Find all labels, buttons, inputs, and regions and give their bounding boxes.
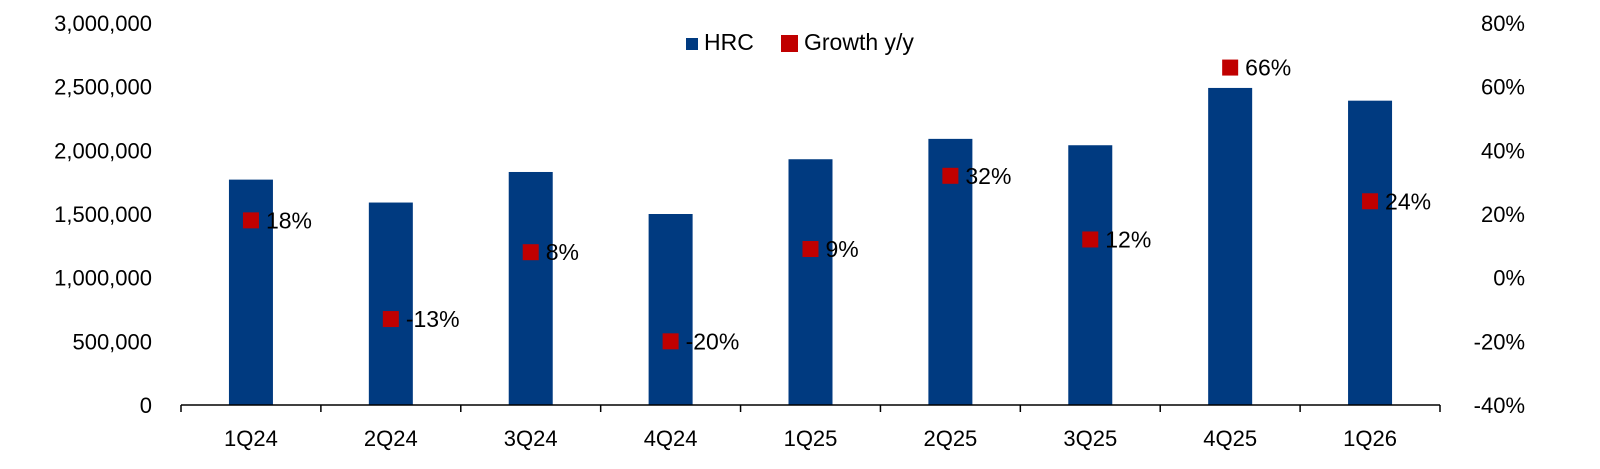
right-tick-label: 0% xyxy=(1493,266,1525,291)
growth-marker xyxy=(382,311,399,328)
hrc-bar xyxy=(1348,100,1393,405)
growth-markers: 18% -13% 8% -20% 9% 32% 12% 66% 24% xyxy=(242,55,1431,354)
right-tick-label: 80% xyxy=(1481,11,1525,36)
left-tick-label: 3,000,000 xyxy=(54,11,152,36)
x-tick-label: 4Q24 xyxy=(644,426,698,451)
right-tick-label: 20% xyxy=(1481,202,1525,227)
x-tick-label: 2Q25 xyxy=(923,426,977,451)
x-tick-label: 1Q26 xyxy=(1343,426,1397,451)
hrc-bar xyxy=(508,171,553,405)
growth-data-label: 24% xyxy=(1385,188,1431,214)
growth-marker xyxy=(802,241,819,258)
x-tick-label: 1Q24 xyxy=(224,426,278,451)
legend-label-hrc: HRC xyxy=(704,29,754,55)
legend-swatch-growth xyxy=(781,35,798,52)
growth-marker xyxy=(942,167,959,184)
hrc-bar xyxy=(648,214,693,405)
x-tick-label: 3Q25 xyxy=(1063,426,1117,451)
hrc-bars xyxy=(228,87,1393,406)
growth-marker xyxy=(1362,193,1379,210)
growth-data-label: 18% xyxy=(266,207,312,233)
hrc-bar xyxy=(1068,145,1113,406)
x-tick-label: 4Q25 xyxy=(1203,426,1257,451)
right-axis: -40% -20% 0% 20% 40% 60% 80% xyxy=(1474,11,1525,418)
growth-marker xyxy=(522,244,539,261)
x-tick-label: 2Q24 xyxy=(364,426,418,451)
right-tick-label: 40% xyxy=(1481,138,1525,163)
growth-data-label: 12% xyxy=(1105,226,1151,252)
growth-data-label: 9% xyxy=(826,236,859,262)
hrc-bar xyxy=(788,159,833,405)
growth-marker xyxy=(1222,59,1239,76)
x-tick-label: 1Q25 xyxy=(784,426,838,451)
growth-data-label: -20% xyxy=(686,328,740,354)
growth-marker xyxy=(242,212,259,229)
legend: HRC Growth y/y xyxy=(686,29,914,55)
growth-data-label: 66% xyxy=(1245,55,1291,81)
right-tick-label: -20% xyxy=(1474,329,1525,354)
left-tick-label: 1,500,000 xyxy=(54,202,152,227)
legend-swatch-hrc xyxy=(686,38,698,50)
left-tick-label: 2,500,000 xyxy=(54,75,152,100)
growth-data-label: 32% xyxy=(965,163,1011,189)
left-tick-label: 1,000,000 xyxy=(54,266,152,291)
legend-label-growth: Growth y/y xyxy=(804,29,914,55)
left-tick-label: 0 xyxy=(140,393,152,418)
growth-marker xyxy=(1082,231,1099,248)
left-tick-label: 500,000 xyxy=(72,329,152,354)
growth-data-label: 8% xyxy=(546,239,579,265)
x-axis: 1Q24 2Q24 3Q24 4Q24 1Q25 2Q25 3Q25 4Q25 1Q26 xyxy=(180,404,1441,451)
right-tick-label: 60% xyxy=(1481,75,1525,100)
growth-marker xyxy=(662,333,679,350)
hrc-bar xyxy=(1208,87,1253,405)
growth-data-label: -13% xyxy=(406,306,460,332)
hrc-bar xyxy=(368,202,413,405)
x-tick-label: 3Q24 xyxy=(504,426,558,451)
left-tick-label: 2,000,000 xyxy=(54,138,152,163)
left-axis: 0 500,000 1,000,000 1,500,000 2,000,000 2,500… xyxy=(54,11,152,418)
right-tick-label: -40% xyxy=(1474,393,1525,418)
